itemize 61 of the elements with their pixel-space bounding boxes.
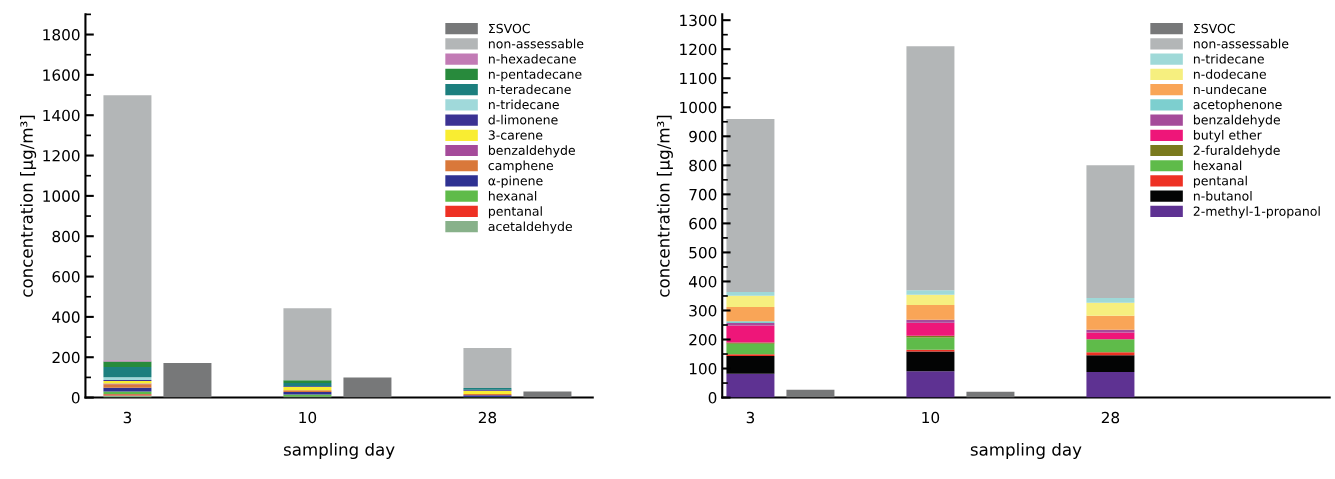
y-tick-label: 0 [708,392,717,404]
y-tick-label: 900 [689,130,717,143]
y-axis-title: concentration [µg/m³] [20,115,37,297]
y-tick-label: 300 [689,304,717,317]
y-tick-label: 800 [689,159,717,172]
y-tick-label: 400 [52,311,80,323]
legend-label: n-tridecane [488,99,559,110]
legend-label: n-butanol [1193,190,1252,201]
y-tick-label: 700 [689,188,717,201]
legend-label: d-limonene [488,114,558,125]
y-tick-label: 500 [689,246,717,259]
legend-label: n-teradecane [488,84,571,95]
legend-label: ΣSVOC [489,23,530,34]
x-tick-label: 10 [922,411,940,424]
y-tick-label: 1200 [680,43,717,56]
y-tick-label: 0 [71,392,80,404]
x-tick-label: 28 [478,411,497,424]
x-axis-title: sampling day [970,442,1082,460]
x-tick-label: 10 [299,411,317,424]
y-tick-label: 400 [688,275,717,288]
legend-label: n-pentadecane [488,69,582,82]
legend-label: n-hexadecane [488,53,576,64]
y-tick-label: 200 [52,351,80,364]
legend-label: n-tridecane [1193,53,1264,64]
y-tick-label: 1000 [680,101,717,114]
legend-label: ΣSVOC [1194,23,1235,34]
legend-label: pentanal [1193,175,1247,188]
legend-label: α-pinene [488,175,543,188]
legend-label: hexanal [488,190,537,201]
x-axis-title: sampling day [283,442,395,460]
legend-label: n-undecane [1193,84,1267,95]
legend-label: n-dodecane [1193,69,1266,79]
y-tick-label: 1600 [43,69,80,81]
y-tick-label: 1000 [43,190,80,202]
y-tick-label: 1400 [43,109,80,122]
y-tick-label: 100 [689,363,717,375]
y-tick-label: 1100 [680,72,717,85]
legend-label: non-assessable [1193,38,1289,49]
legend-label: hexanal [1193,160,1242,171]
legend-label: acetaldehyde [488,221,572,234]
legend-label: 2-furaldehyde [1193,145,1280,158]
y-tick-label: 1800 [43,29,80,41]
legend-label: pentanal [488,206,542,219]
legend-label: non-assessable [488,38,584,49]
legend-label: benzaldehyde [1193,114,1280,127]
legend-label: camphene [488,160,554,173]
x-tick-label: 3 [746,411,755,424]
legend-label: benzaldehyde [488,145,575,158]
legend-label: 3-carene [488,130,543,140]
legend-label: butyl ether [1193,130,1262,143]
y-tick-label: 1200 [43,150,80,162]
y-axis-title: concentration [µg/m³] [656,115,673,297]
legend-label: acetophenone [1193,99,1282,112]
y-tick-label: 600 [52,271,80,283]
legend-label: 2-methyl-1-propanol [1193,206,1320,219]
y-tick-label: 800 [52,230,80,243]
y-tick-label: 200 [689,333,717,346]
x-tick-label: 28 [1101,411,1120,424]
x-tick-label: 3 [123,411,132,424]
y-tick-label: 1300 [680,14,717,27]
y-tick-label: 600 [689,217,717,230]
